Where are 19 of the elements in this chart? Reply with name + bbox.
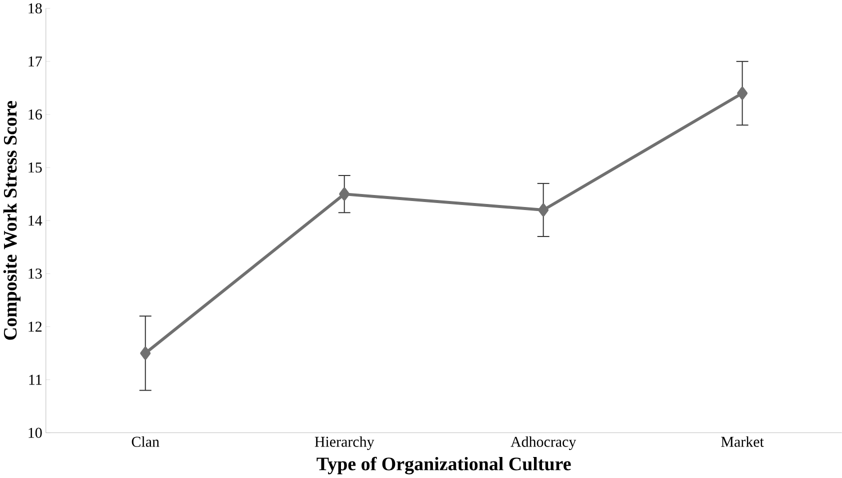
y-tick-label: 17 bbox=[28, 56, 42, 67]
y-tick-label: 13 bbox=[28, 268, 42, 279]
x-axis-title: Type of Organizational Culture bbox=[316, 456, 571, 475]
y-tick-label: 16 bbox=[28, 110, 42, 120]
x-tick-label: Market bbox=[721, 436, 764, 448]
y-tick-label: 12 bbox=[28, 322, 42, 332]
y-tick-label: 15 bbox=[28, 162, 42, 173]
point bbox=[339, 188, 350, 201]
y-tick-label: 10 bbox=[28, 428, 42, 438]
point bbox=[737, 86, 748, 100]
y-tick-label: 18 bbox=[28, 3, 42, 14]
x-tick-label: Adhocracy bbox=[510, 436, 576, 450]
y-tick-label: 11 bbox=[29, 374, 42, 385]
y-tick-label: 14 bbox=[28, 216, 42, 226]
x-tick-label: Hierarchy bbox=[314, 436, 374, 450]
point bbox=[538, 204, 549, 217]
x-tick-label: Clan bbox=[132, 436, 160, 448]
y-axis-title: Composite Work Stress Score bbox=[3, 101, 21, 340]
point bbox=[140, 346, 151, 360]
